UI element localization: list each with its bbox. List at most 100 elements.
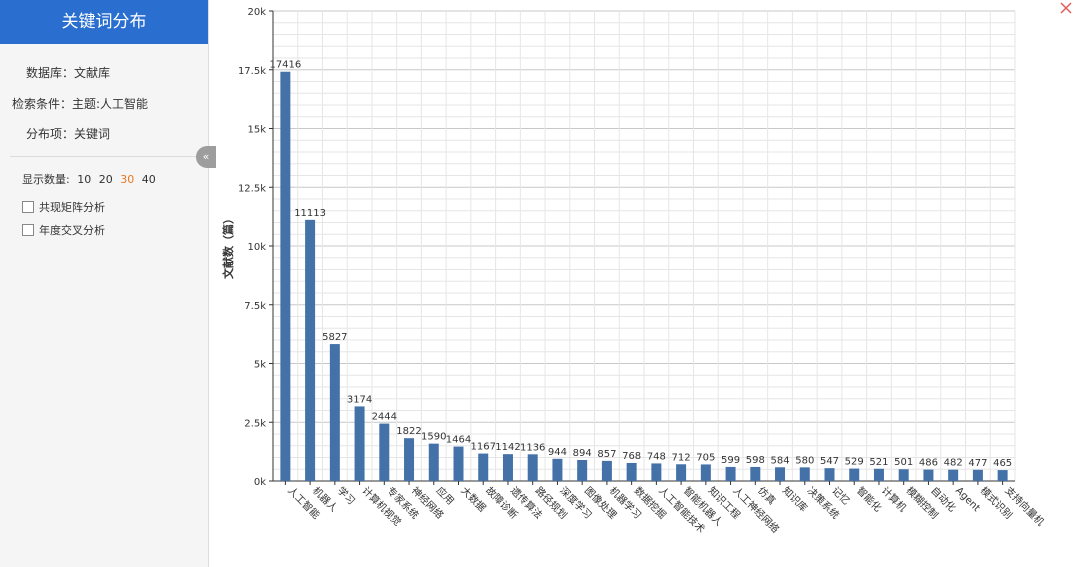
database-row: 数据库：文献库	[26, 64, 110, 81]
bar-value-label: 768	[622, 451, 641, 462]
sidebar: 关键词分布 数据库：文献库 检索条件：主题:人工智能 分布项：关键词 显示数量:…	[0, 0, 209, 567]
x-tick-label: 支持向量机	[1003, 484, 1048, 529]
bar-value-label: 1464	[446, 435, 471, 446]
co-occurrence-checkbox[interactable]: 共现矩阵分析	[22, 199, 105, 215]
distribution-label: 分布项：	[26, 127, 75, 141]
display-count-option-30[interactable]: 30	[120, 173, 135, 186]
display-count-label: 显示数量:	[22, 173, 70, 186]
bar	[626, 462, 637, 481]
bar-value-label: 712	[672, 452, 691, 463]
bar	[923, 469, 934, 481]
bar-value-label: 2444	[372, 412, 397, 423]
bar	[651, 463, 662, 481]
bar-value-label: 599	[721, 455, 740, 466]
bar	[700, 464, 711, 481]
annual-cross-label: 年度交叉分析	[39, 224, 105, 237]
distribution-value: 关键词	[74, 127, 111, 141]
bar-value-label: 1167	[471, 442, 496, 453]
bar-value-label: 5827	[322, 332, 347, 343]
y-axis-title: 文献数（篇）	[221, 213, 235, 279]
bar-value-label: 482	[944, 458, 963, 469]
display-count-option-40[interactable]: 40	[141, 173, 156, 186]
co-occurrence-label: 共现矩阵分析	[39, 201, 105, 214]
x-tick-label: 知识库	[780, 484, 810, 514]
database-label: 数据库：	[26, 66, 75, 80]
bar-value-label: 580	[795, 455, 814, 466]
display-count-option-20[interactable]: 20	[98, 173, 113, 186]
bar-value-label: 11113	[294, 208, 326, 219]
bar	[428, 443, 439, 481]
close-icon[interactable]	[1058, 0, 1074, 16]
bar-value-label: 486	[919, 458, 938, 469]
y-tick-label: 0k	[254, 477, 266, 488]
bar	[775, 467, 786, 481]
display-count-option-10[interactable]: 10	[77, 173, 92, 186]
bar	[799, 467, 810, 481]
bar	[824, 468, 835, 481]
bar-value-label: 1136	[520, 442, 545, 453]
bar	[750, 466, 761, 481]
sidebar-divider	[10, 156, 198, 157]
bar	[577, 459, 588, 481]
bar-value-label: 1822	[396, 426, 421, 437]
y-tick-label: 10k	[247, 242, 266, 253]
condition-label: 检索条件：	[12, 97, 73, 111]
bar-value-label: 465	[993, 458, 1012, 469]
bar	[453, 446, 464, 481]
distribution-row: 分布项：关键词	[26, 125, 110, 142]
bar	[725, 466, 736, 481]
database-value: 文献库	[74, 66, 111, 80]
bar	[280, 71, 291, 481]
bar-value-label: 1590	[421, 432, 446, 443]
bar	[948, 469, 959, 481]
bar-value-label: 748	[647, 451, 666, 462]
y-tick-label: 7.5k	[244, 301, 266, 312]
bar	[898, 469, 909, 481]
condition-value: 主题:人工智能	[72, 97, 149, 111]
bar	[972, 469, 983, 481]
y-tick-label: 5k	[254, 360, 266, 371]
bar	[305, 219, 316, 482]
bar	[478, 453, 489, 481]
bar	[329, 344, 340, 481]
bar	[676, 464, 687, 481]
x-tick-label: 大数据	[458, 484, 488, 514]
y-tick-label: 17.5k	[238, 66, 266, 77]
x-tick-label: 智能化	[854, 484, 884, 514]
collapse-sidebar-button[interactable]: «	[196, 146, 216, 168]
bar	[354, 406, 365, 481]
y-tick-label: 12.5k	[238, 183, 266, 194]
bar-value-label: 3174	[347, 394, 372, 405]
x-tick-label: 学习	[335, 484, 358, 507]
y-tick-label: 20k	[247, 7, 266, 18]
bar-value-label: 705	[696, 452, 715, 463]
condition-row: 检索条件：主题:人工智能	[12, 95, 148, 112]
bar	[379, 423, 390, 481]
bar-value-label: 894	[573, 448, 592, 459]
bar-value-label: 944	[548, 447, 567, 458]
checkbox-box[interactable]	[22, 224, 34, 236]
bar	[873, 468, 884, 481]
x-tick-label: 仿真	[755, 484, 778, 507]
bar-value-label: 521	[869, 457, 888, 468]
x-tick-label: 应用	[434, 484, 457, 507]
x-tick-label: 记忆	[829, 484, 852, 507]
x-tick-label: 计算机	[879, 484, 909, 514]
annual-cross-checkbox[interactable]: 年度交叉分析	[22, 222, 105, 238]
bar	[601, 460, 612, 481]
checkbox-box[interactable]	[22, 201, 34, 213]
sidebar-title: 关键词分布	[0, 0, 208, 44]
y-tick-label: 2.5k	[244, 418, 266, 429]
bar-value-label: 1142	[495, 442, 520, 453]
bar-value-label: 857	[597, 449, 616, 460]
bar-value-label: 501	[894, 457, 913, 468]
bar	[404, 438, 415, 481]
y-tick-label: 15k	[247, 125, 266, 136]
double-chevron-left-icon: «	[202, 150, 210, 163]
bar	[527, 454, 538, 481]
bar-value-label: 477	[968, 458, 987, 469]
bar-value-label: 17416	[269, 60, 301, 71]
bar	[552, 458, 563, 481]
bar	[849, 468, 860, 481]
